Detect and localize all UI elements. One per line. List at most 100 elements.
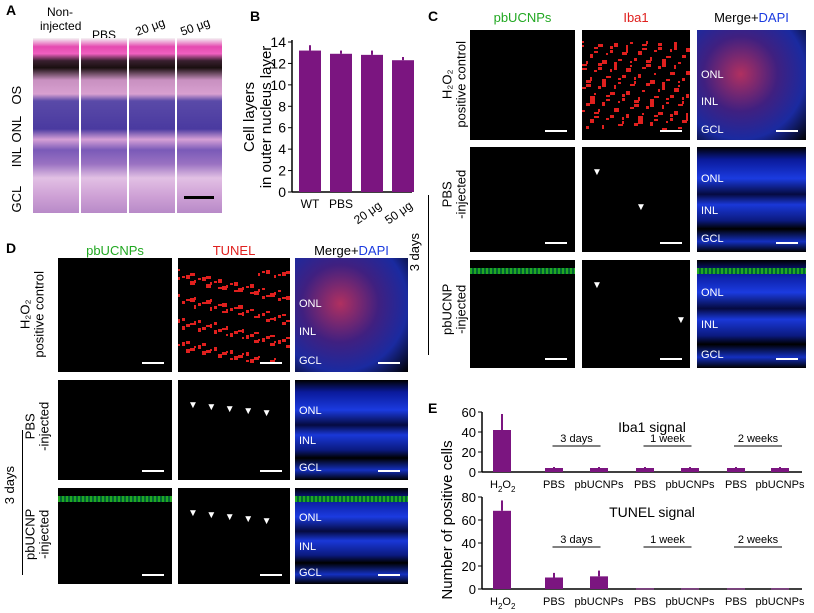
scale-bar	[378, 574, 400, 576]
col-header-merge: Merge+DAPI	[697, 10, 806, 25]
tunel-x-tick-label: pbUCNPs	[756, 596, 805, 608]
iba1-y-tick-label: 0	[469, 465, 476, 480]
micrograph-red-row1	[582, 30, 690, 140]
layer-onl: ONL	[299, 405, 322, 417]
layer-gcl: GCL	[701, 123, 724, 136]
merge-text: Merge+	[714, 10, 759, 25]
scale-bar	[660, 242, 682, 244]
scale-bar	[378, 362, 400, 364]
y-tick-label: 8	[278, 98, 286, 114]
micrograph-green-row3	[58, 488, 172, 584]
scale-bar	[142, 470, 164, 472]
layer-onl: ONL	[299, 512, 322, 524]
layer-gcl: GCL	[299, 566, 322, 579]
iba1-y-tick-label: 40	[462, 425, 476, 440]
y-tick-label: 2	[278, 163, 286, 179]
bar	[330, 53, 352, 193]
layer-gcl: GCL	[701, 233, 724, 246]
tunel-x-tick-label: pbUCNPs	[575, 596, 624, 608]
row-label-pbucnp: pbUCNP -injected	[22, 508, 52, 560]
micrograph-green-row1	[58, 258, 172, 372]
y-tick-label: 10	[270, 77, 286, 93]
panel-label-d: D	[6, 240, 17, 256]
layer-inl: INL	[299, 326, 317, 339]
row-label-pbucnp: pbUCNP -injected	[439, 283, 469, 335]
panel-label-a: A	[6, 2, 17, 18]
iba1-x-tick-label: pbUCNPs	[575, 479, 624, 491]
iba1-bar	[590, 468, 608, 472]
layer-inl: INL	[299, 540, 317, 553]
col-label-50ug: 50 μg	[178, 15, 212, 39]
layer-inl: INL	[701, 96, 719, 108]
scale-bar	[545, 242, 567, 244]
layer-inl: INL	[701, 319, 719, 332]
layer-inl: INL	[8, 147, 24, 168]
iba1-bar	[681, 468, 699, 472]
layer-onl: ONL	[8, 115, 24, 143]
tunel-y-tick-label: 60	[462, 513, 476, 528]
tunel-title: TUNEL signal	[609, 504, 695, 520]
micrograph-merge-row1: ONL INL GCL	[295, 258, 408, 372]
scale-bar	[260, 362, 282, 364]
layer-gcl: GCL	[8, 185, 24, 213]
scale-bar	[776, 130, 798, 132]
group-bracket	[22, 430, 23, 575]
iba1-bar	[493, 430, 511, 472]
scale-bar	[142, 362, 164, 364]
micrograph-green-row2	[470, 147, 575, 252]
panel-label-b: B	[250, 8, 261, 24]
layer-onl: ONL	[701, 173, 724, 186]
he-stain-image	[33, 38, 222, 213]
x-tick-label: PBS	[329, 197, 353, 211]
y-axis-label: Number of positive cells	[439, 440, 456, 599]
col-header-merge: Merge+DAPI	[295, 243, 408, 258]
tunel-x-tick-label: H2O2	[490, 596, 516, 611]
col-header-pbucnps: pbUCNPs	[493, 10, 552, 25]
y-axis-label: Cell layers	[241, 82, 258, 152]
micrograph-red-row3: ▼ ▼ ▼ ▼ ▼	[178, 488, 290, 584]
tunel-group-label: 2 weeks	[738, 534, 779, 546]
tunel-x-tick-label: PBS	[543, 596, 565, 608]
micrograph-merge-row1: ONL INL GCL	[697, 30, 806, 140]
tunel-bar	[727, 588, 745, 590]
col-header-iba1: Iba1	[623, 10, 649, 25]
tunel-y-tick-label: 20	[462, 559, 476, 574]
layer-inl: INL	[299, 435, 317, 447]
x-tick-label: 20 μg	[351, 198, 384, 227]
micrograph-merge-row2: ONL INL GCL	[697, 147, 806, 252]
tunel-x-tick-label: pbUCNPs	[666, 596, 715, 608]
iba1-group-label: 1 week	[650, 433, 685, 445]
iba1-x-tick-label: PBS	[543, 479, 565, 491]
col-header-pbucnps: pbUCNPs	[86, 243, 144, 258]
row-label-h2o2: H₂O₂ positive control	[439, 40, 469, 128]
scale-bar	[660, 358, 682, 360]
y-tick-label: 12	[270, 55, 286, 71]
layer-gcl: GCL	[299, 462, 322, 474]
row-label-h2o2: H₂O₂ positive control	[17, 270, 47, 358]
panel-label-c: C	[428, 8, 439, 24]
scale-bar	[184, 196, 214, 199]
dapi-text: DAPI	[358, 243, 389, 258]
x-tick-label: WT	[301, 197, 320, 211]
col-header-tunel: TUNEL	[212, 243, 256, 258]
iba1-y-tick-label: 20	[462, 445, 476, 460]
row-label-pbs: PBS -injected	[439, 169, 469, 219]
merge-text: Merge+	[314, 243, 359, 258]
tunel-y-tick-label: 80	[462, 490, 476, 505]
micrograph-merge-row3: ONL INL GCL	[697, 260, 806, 368]
tunel-bar	[681, 588, 699, 590]
group-bracket	[428, 195, 429, 355]
y-tick-label: 6	[278, 120, 286, 136]
iba1-x-tick-label: H2O2	[490, 479, 516, 494]
layer-gcl: GCL	[701, 348, 724, 361]
micrograph-red-row3: ▼ ▼	[582, 260, 690, 368]
iba1-title: Iba1 signal	[618, 419, 686, 435]
dapi-text: DAPI	[758, 10, 789, 25]
scale-bar	[260, 470, 282, 472]
micrograph-red-row1	[178, 258, 290, 372]
iba1-group-label: 2 weeks	[738, 433, 779, 445]
iba1-group-label: 3 days	[560, 433, 593, 445]
iba1-y-tick-label: 60	[462, 405, 476, 420]
micrograph-red-row2: ▼ ▼ ▼ ▼ ▼	[178, 380, 290, 480]
